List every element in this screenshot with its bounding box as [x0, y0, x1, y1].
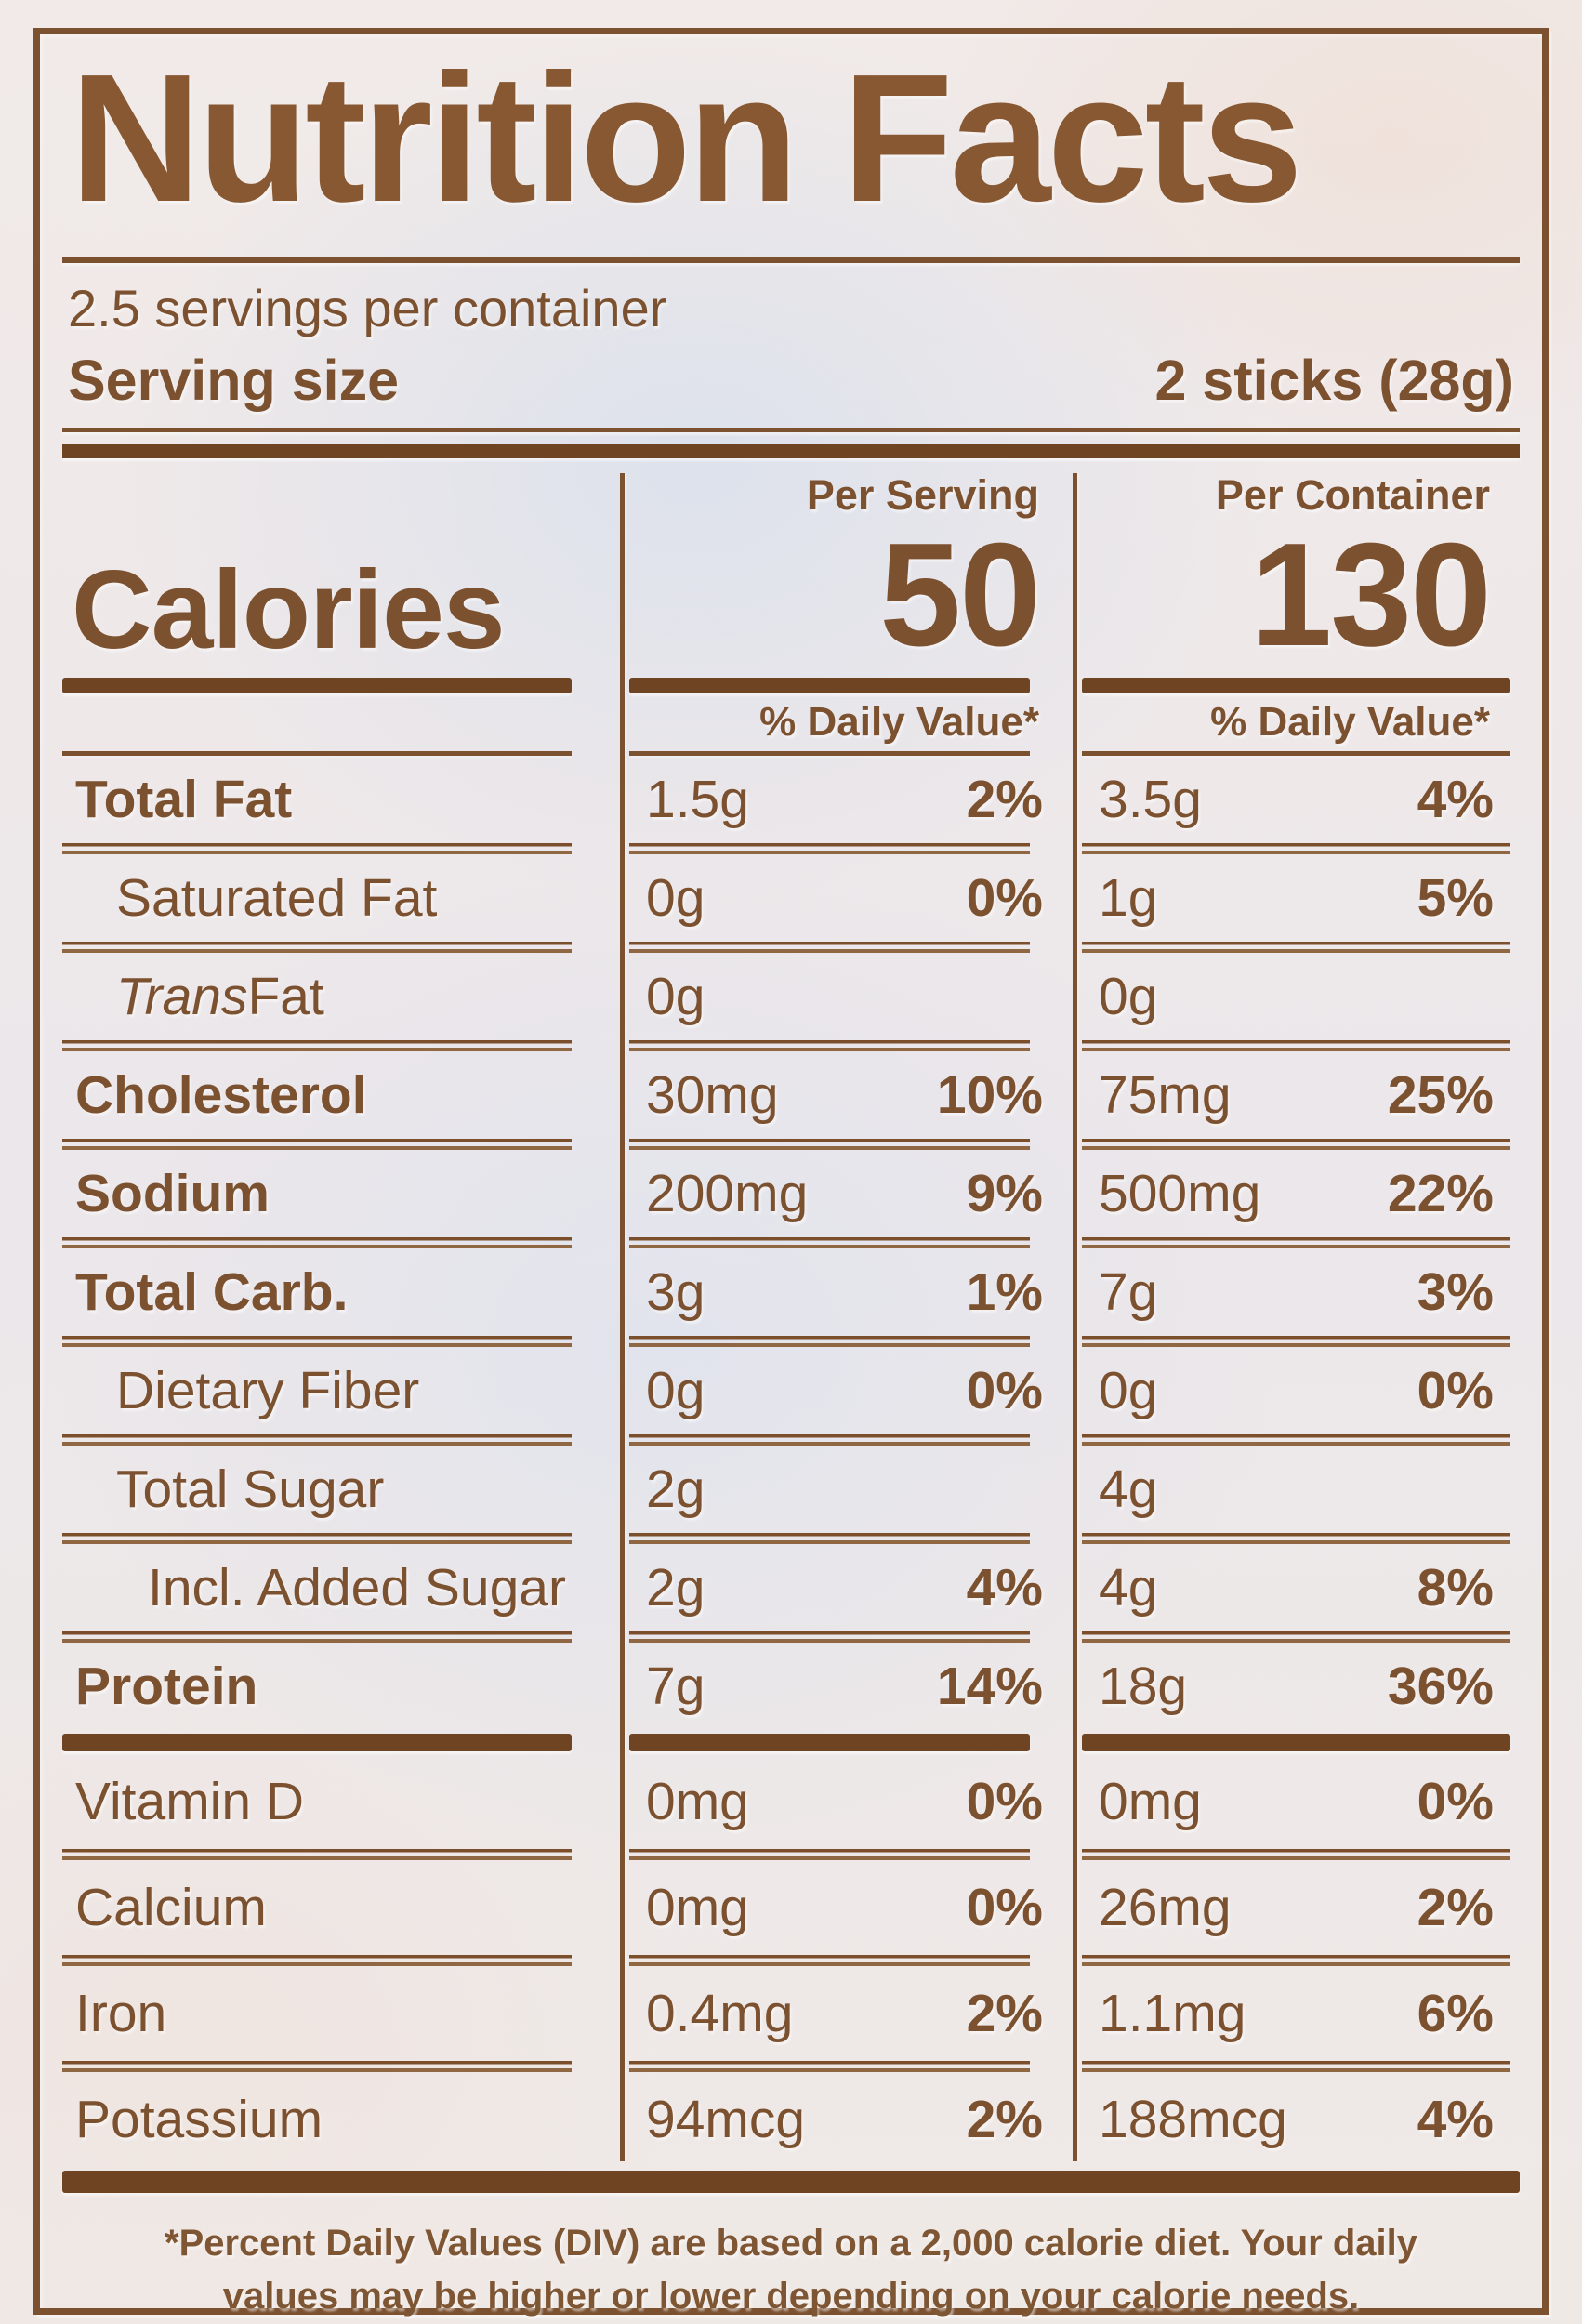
label-title: Nutrition Facts	[70, 36, 1303, 240]
serving-size-value: 2 sticks (28g)	[1154, 349, 1514, 412]
per-container-header: Per Container	[1215, 471, 1490, 519]
footnote-divider-bar	[62, 2171, 1520, 2193]
serving-size-thin-rule	[62, 428, 1520, 432]
servings-per-container: 2.5 servings per container	[68, 279, 667, 337]
per-container-column-header: Per Container 130	[1073, 466, 1523, 678]
calories-per-serving-value: 50	[879, 513, 1041, 677]
serving-size-heavy-rule	[62, 444, 1520, 458]
row-saturated-fat: Saturated Fat 0g 0% 1g 5%	[116, 868, 1494, 928]
protein-divider-bars	[62, 1734, 1520, 1751]
row-total-fat: Total Fat 1.5g 2% 3.5g 4%	[75, 770, 1494, 829]
daily-value-header-row: % Daily Value* % Daily Value*	[62, 693, 1520, 751]
daily-value-header-container: % Daily Value*	[1210, 699, 1490, 745]
serving-size-label: Serving size	[68, 349, 399, 412]
row-vitamin-d: Vitamin D 0mg 0% 0mg 0%	[75, 1772, 1494, 1831]
row-cholesterol: Cholesterol 30mg 10% 75mg 25%	[75, 1065, 1494, 1125]
row-total-carb: Total Carb. 3g 1% 7g 3%	[75, 1262, 1494, 1322]
calories-header: Calories Per Serving 50 Per Container 13…	[62, 466, 1520, 678]
row-trans-fat: Trans Fat 0g 0g	[116, 967, 1158, 1026]
serving-size-row: Serving size 2 sticks (28g)	[68, 348, 1514, 413]
row-calcium: Calcium 0mg 0% 26mg 2%	[75, 1878, 1494, 1937]
column-divider-left	[620, 473, 625, 2161]
daily-value-footnote: *Percent Daily Values (DIV) are based on…	[165, 2223, 1417, 2317]
calories-label: Calories	[72, 548, 506, 672]
nutrition-facts-label: Nutrition Facts 2.5 servings per contain…	[33, 28, 1549, 2317]
row-iron: Iron 0.4mg 2% 1.1mg 6%	[75, 1984, 1494, 2043]
title-divider	[62, 257, 1520, 263]
row-sodium: Sodium 200mg 9% 500mg 22%	[75, 1164, 1494, 1223]
row-protein: Protein 7g 14% 18g 36%	[75, 1657, 1494, 1716]
nutrient-table: Calories Per Serving 50 Per Container 13…	[62, 466, 1520, 2167]
daily-value-header-serving: % Daily Value*	[759, 699, 1039, 745]
row-potassium: Potassium 94mcg 2% 188mcg 4%	[75, 2090, 1494, 2149]
calories-underline-bars	[62, 678, 1520, 693]
row-total-sugar: Total Sugar 2g 4g	[116, 1459, 1158, 1519]
per-serving-column-header: Per Serving 50	[620, 466, 1073, 678]
row-added-sugar: Incl. Added Sugar 2g 4% 4g 8%	[148, 1558, 1494, 1618]
calories-per-container-value: 130	[1250, 513, 1492, 677]
row-dietary-fiber: Dietary Fiber 0g 0% 0g 0%	[116, 1361, 1494, 1420]
per-serving-header: Per Serving	[806, 471, 1039, 519]
column-divider-right	[1073, 473, 1077, 2161]
